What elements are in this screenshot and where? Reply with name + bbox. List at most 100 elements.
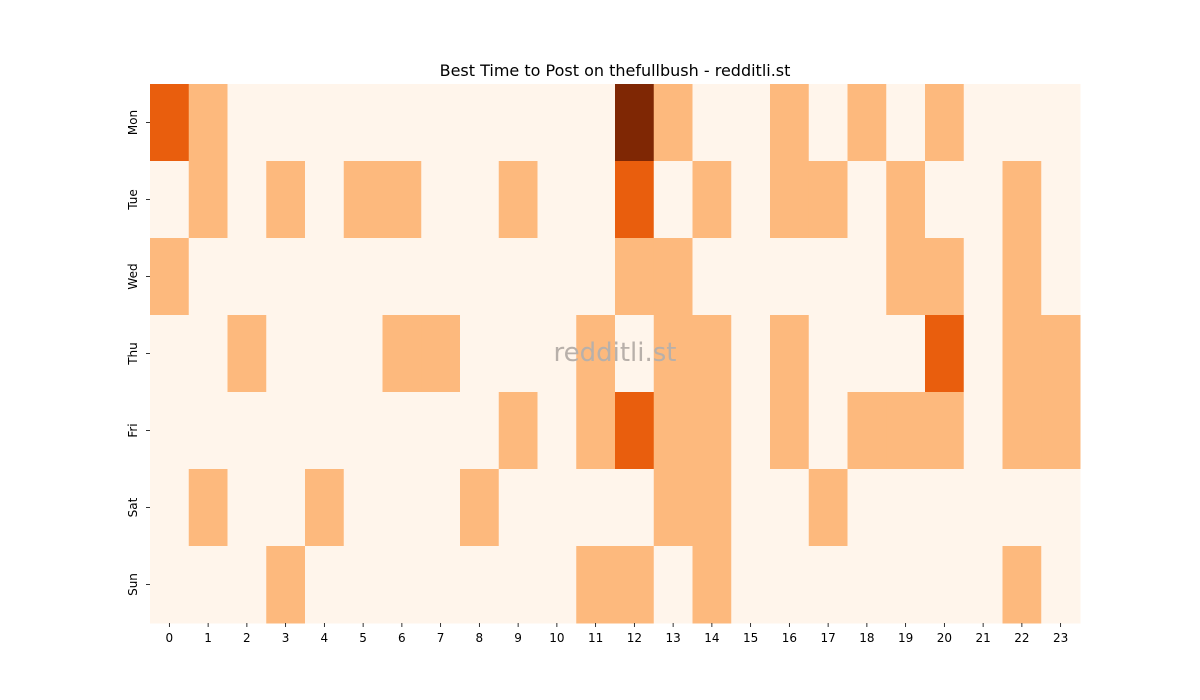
heatmap-cell xyxy=(498,161,538,239)
heatmap-cell xyxy=(808,315,848,393)
heatmap-cell xyxy=(1002,546,1042,624)
heatmap-cell xyxy=(150,84,190,162)
heatmap-cell xyxy=(731,469,771,547)
x-tick-label: 8 xyxy=(476,631,484,645)
heatmap-cell xyxy=(266,315,306,393)
heatmap-cell xyxy=(343,469,383,547)
heatmap-cell xyxy=(460,392,500,470)
heatmap-cell xyxy=(343,546,383,624)
x-tick-label: 3 xyxy=(282,631,290,645)
heatmap-cell xyxy=(382,315,422,393)
y-tick-label: Tue xyxy=(126,189,140,211)
heatmap-cell xyxy=(770,161,810,239)
heatmap-cell xyxy=(343,238,383,316)
heatmap-cell xyxy=(498,84,538,162)
heatmap-cell xyxy=(421,315,461,393)
heatmap-cell xyxy=(1002,238,1042,316)
heatmap-cell xyxy=(692,546,732,624)
heatmap-cell xyxy=(576,546,616,624)
heatmap-cell xyxy=(770,392,810,470)
heatmap-cell xyxy=(305,84,345,162)
heatmap-cell xyxy=(537,238,577,316)
x-tick-label: 22 xyxy=(1014,631,1029,645)
heatmap-cell xyxy=(731,84,771,162)
heatmap-cell xyxy=(150,469,190,547)
heatmap-cell xyxy=(227,315,267,393)
heatmap-cell xyxy=(653,392,693,470)
heatmap-cell xyxy=(150,238,190,316)
heatmap-cell xyxy=(886,238,926,316)
heatmap-cell xyxy=(150,315,190,393)
heatmap-cell xyxy=(653,546,693,624)
heatmap-cell xyxy=(305,469,345,547)
heatmap-cell xyxy=(537,84,577,162)
heatmap-cell xyxy=(963,469,1003,547)
x-tick-label: 7 xyxy=(437,631,445,645)
heatmap-cell xyxy=(266,161,306,239)
x-tick-label: 20 xyxy=(937,631,952,645)
heatmap-cell xyxy=(963,546,1003,624)
chart-title: Best Time to Post on thefullbush - reddi… xyxy=(440,61,791,80)
heatmap-cell xyxy=(576,84,616,162)
x-tick-label: 17 xyxy=(820,631,835,645)
heatmap-cell xyxy=(305,315,345,393)
heatmap-cell xyxy=(1041,315,1081,393)
heatmap-cell xyxy=(188,84,228,162)
heatmap-cell xyxy=(1002,315,1042,393)
heatmap-cell xyxy=(343,161,383,239)
heatmap-cell xyxy=(421,84,461,162)
heatmap-cell xyxy=(653,84,693,162)
heatmap-cell xyxy=(692,238,732,316)
heatmap-cell xyxy=(692,392,732,470)
heatmap-cell xyxy=(382,238,422,316)
heatmap-cell xyxy=(498,238,538,316)
heatmap-cell xyxy=(886,469,926,547)
heatmap-cell xyxy=(963,392,1003,470)
heatmap-cell xyxy=(1002,161,1042,239)
heatmap-cell xyxy=(188,392,228,470)
heatmap-cell xyxy=(576,161,616,239)
heatmap-cell xyxy=(305,161,345,239)
x-tick-label: 12 xyxy=(627,631,642,645)
heatmap-cell xyxy=(305,546,345,624)
heatmap-cell xyxy=(847,315,887,393)
heatmap-cell xyxy=(1041,161,1081,239)
heatmap-cell xyxy=(537,161,577,239)
heatmap-cell xyxy=(692,161,732,239)
heatmap-cell xyxy=(188,469,228,547)
x-tick-label: 2 xyxy=(243,631,251,645)
heatmap-cell xyxy=(537,469,577,547)
heatmap-cell xyxy=(227,392,267,470)
heatmap-cell xyxy=(227,84,267,162)
x-tick-label: 15 xyxy=(743,631,758,645)
watermark: redditli.st xyxy=(554,338,677,368)
heatmap-cell xyxy=(808,238,848,316)
y-tick-label: Thu xyxy=(126,342,140,366)
heatmap-cell xyxy=(615,315,655,393)
heatmap-cell xyxy=(963,84,1003,162)
x-tick-label: 1 xyxy=(204,631,212,645)
x-tick-label: 19 xyxy=(898,631,913,645)
heatmap-cell xyxy=(421,546,461,624)
heatmap-cell xyxy=(925,238,965,316)
heatmap-cell xyxy=(615,238,655,316)
heatmap-cell xyxy=(382,84,422,162)
heatmap-cell xyxy=(343,84,383,162)
heatmap-cell xyxy=(1002,84,1042,162)
heatmap-cell xyxy=(1002,392,1042,470)
heatmap-cell xyxy=(150,161,190,239)
heatmap-cell xyxy=(692,84,732,162)
heatmap-cell xyxy=(886,161,926,239)
heatmap-cell xyxy=(266,469,306,547)
heatmap-cell xyxy=(770,238,810,316)
heatmap-cell xyxy=(576,469,616,547)
y-tick-label: Fri xyxy=(126,423,140,437)
x-tick-label: 14 xyxy=(704,631,719,645)
x-tick-label: 11 xyxy=(588,631,603,645)
heatmap-cell xyxy=(925,161,965,239)
heatmap-cell xyxy=(808,161,848,239)
heatmap-cell xyxy=(731,238,771,316)
heatmap-cells xyxy=(150,84,1081,624)
heatmap-cell xyxy=(653,238,693,316)
heatmap-cell xyxy=(886,315,926,393)
